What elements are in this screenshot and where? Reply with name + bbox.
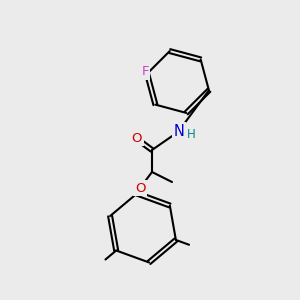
Text: O: O	[132, 131, 142, 145]
Text: O: O	[135, 182, 145, 194]
Text: N: N	[174, 124, 184, 139]
Text: F: F	[141, 65, 149, 78]
Text: H: H	[187, 128, 195, 142]
